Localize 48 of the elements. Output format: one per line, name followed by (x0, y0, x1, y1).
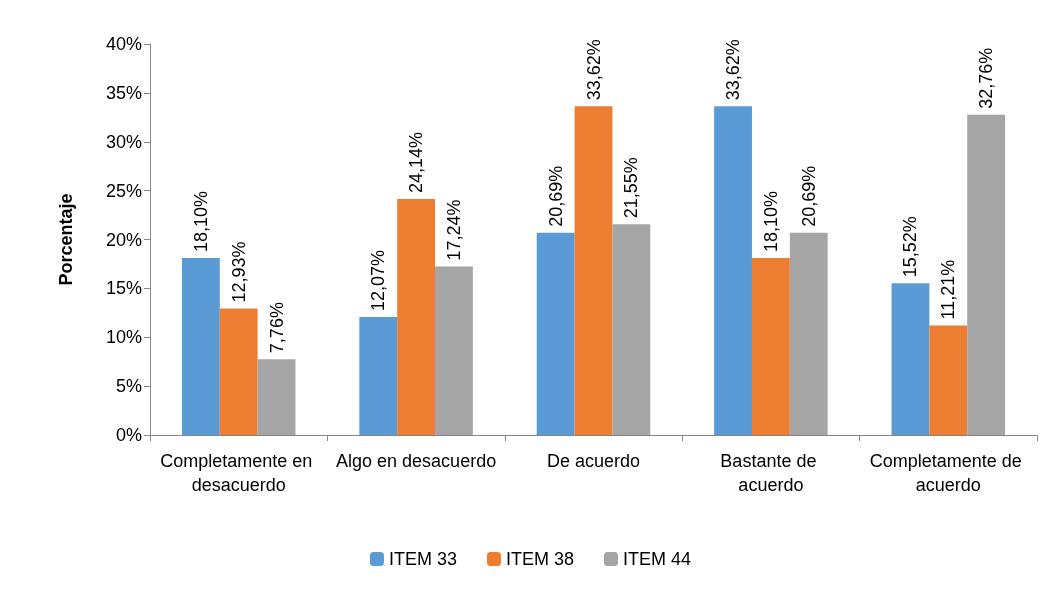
data-label: 33,62% (583, 39, 604, 101)
bar (257, 359, 296, 435)
data-label: 21,55% (621, 157, 642, 219)
bar (891, 283, 930, 435)
y-tick-label: 20% (105, 229, 142, 250)
bar (536, 232, 575, 435)
x-tick-label: Bastante de acuerdo (720, 451, 822, 495)
data-label: 20,69% (798, 165, 819, 227)
data-label: 11,21% (938, 259, 959, 320)
y-tick-label: 40% (105, 34, 142, 54)
y-tick-label: 0% (115, 425, 142, 445)
bar (789, 232, 828, 435)
x-tick-label: Completamente de acuerdo (869, 451, 1027, 495)
data-label: 7,76% (266, 302, 287, 354)
data-label: 32,76% (976, 47, 997, 109)
y-tick-label: 10% (105, 327, 142, 348)
y-tick-label: 30% (105, 131, 142, 152)
x-tick-label: De acuerdo (546, 451, 641, 471)
bar (574, 106, 613, 435)
data-label: 20,69% (545, 165, 566, 227)
data-label: 24,14% (406, 131, 427, 194)
bar (612, 224, 651, 435)
bar (181, 258, 220, 435)
bar (714, 106, 752, 435)
y-tick-label: 5% (115, 376, 142, 397)
bar (435, 266, 473, 435)
bar (219, 308, 258, 435)
legend-label: ITEM 44 (623, 549, 692, 569)
data-label: 33,62% (723, 39, 744, 101)
bar (397, 199, 436, 435)
data-label: 17,24% (443, 199, 464, 261)
data-label: 18,10% (190, 191, 211, 253)
data-label: 12,93% (228, 241, 249, 303)
bar (967, 114, 1006, 435)
legend-label: ITEM 38 (505, 549, 575, 569)
x-tick-label: Completamente en desacuerdo (160, 451, 318, 495)
data-label: 12,07% (368, 249, 389, 312)
bar (929, 325, 968, 435)
y-tick-label: 35% (105, 82, 142, 103)
data-label: 18,10% (760, 191, 781, 253)
legend-label: ITEM 33 (388, 549, 457, 569)
bar (359, 317, 398, 435)
bar (751, 258, 790, 435)
y-axis-title: Porcentaje (56, 193, 76, 286)
data-label: 15,52% (900, 216, 921, 278)
x-tick-label: Algo en desacuerdo (336, 451, 497, 471)
y-tick-label: 25% (105, 180, 142, 201)
y-tick-label: 15% (105, 278, 142, 299)
